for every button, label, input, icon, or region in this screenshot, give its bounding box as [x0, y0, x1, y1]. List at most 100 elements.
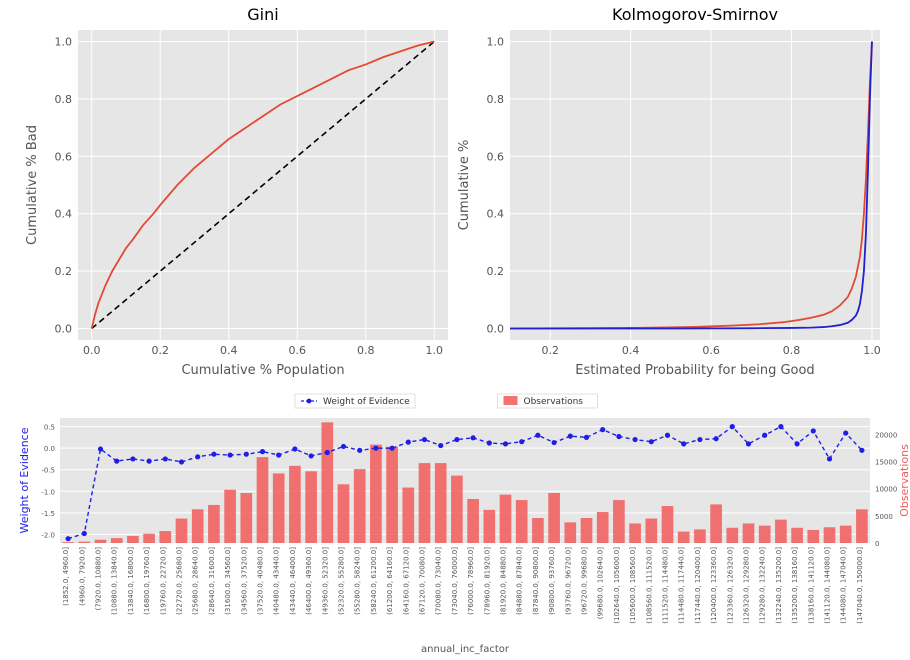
woe-marker — [195, 454, 200, 459]
woe-marker — [211, 452, 216, 457]
obs-bar — [807, 530, 819, 543]
ks-xtick: 1.0 — [863, 344, 881, 357]
woe-category-label: (1852.0, 4960.0] — [62, 547, 70, 606]
ks-xtick: 0.4 — [622, 344, 640, 357]
obs-bar — [759, 526, 771, 543]
woe-category-label: (120400.0, 123360.0] — [710, 547, 718, 624]
woe-marker — [292, 446, 297, 451]
woe-category-label: (90800.0, 93760.0] — [548, 547, 556, 615]
woe-category-label: (84880.0, 87840.0] — [516, 547, 524, 615]
woe-ytick: -1.0 — [41, 488, 55, 496]
ks-ytick: 0.6 — [487, 150, 505, 163]
woe-category-label: (138160.0, 141120.0] — [807, 547, 815, 624]
woe-marker — [163, 456, 168, 461]
obs-bar — [208, 505, 220, 543]
obs-bar — [613, 500, 625, 543]
woe-marker — [373, 446, 378, 451]
obs-bar — [78, 542, 90, 543]
woe-marker — [535, 433, 540, 438]
woe-marker — [503, 441, 508, 446]
gini-ylabel: Cumulative % Bad — [25, 125, 40, 245]
ks-ytick: 0.8 — [487, 93, 505, 106]
woe-category-label: (67120.0, 70080.0] — [419, 547, 427, 615]
woe-marker — [438, 443, 443, 448]
obs-bar — [95, 540, 107, 543]
obs-bar — [791, 528, 803, 543]
woe-category-label: (40480.0, 43440.0] — [273, 547, 281, 615]
obs-bar — [159, 531, 171, 543]
obs-bar — [192, 509, 204, 543]
gini-title: Gini — [247, 5, 278, 24]
obs-bar — [678, 532, 690, 543]
woe-marker — [778, 424, 783, 429]
woe-category-label: (73040.0, 76000.0] — [451, 547, 459, 615]
woe-category-label: (108560.0, 111520.0] — [645, 547, 653, 624]
obs-bar — [710, 504, 722, 543]
woe-marker — [746, 441, 751, 446]
woe-marker — [357, 448, 362, 453]
woe-marker — [843, 430, 848, 435]
obs-bar — [111, 538, 123, 543]
obs-bar — [176, 519, 188, 543]
woe-category-label: (117440.0, 120400.0] — [694, 547, 702, 624]
obs-bar — [467, 499, 479, 543]
woe-marker — [325, 450, 330, 455]
obs-ytick: 5000 — [875, 513, 893, 521]
woe-marker — [309, 453, 314, 458]
obs-bar — [694, 529, 706, 543]
woe-marker — [276, 452, 281, 457]
woe-marker — [795, 441, 800, 446]
woe-category-label: (111520.0, 114480.0] — [662, 547, 670, 624]
obs-ytick: 15000 — [875, 458, 897, 466]
woe-marker — [633, 437, 638, 442]
woe-ytick: -2.0 — [41, 531, 55, 539]
woe-marker — [260, 449, 265, 454]
woe-marker — [552, 440, 557, 445]
ks-xtick: 0.8 — [783, 344, 801, 357]
woe-category-label: (37520.0, 40480.0] — [257, 547, 265, 615]
woe-ytick: -1.5 — [41, 510, 55, 518]
gini-ytick: 0.8 — [55, 93, 73, 106]
woe-category-label: (64160.0, 67120.0] — [402, 547, 410, 615]
gini-xtick: 0.4 — [220, 344, 238, 357]
woe-category-label: (141120.0, 144080.0] — [824, 547, 832, 624]
obs-ytick: 0 — [875, 540, 879, 548]
obs-bar — [645, 519, 657, 543]
woe-category-label: (55280.0, 58240.0] — [354, 547, 362, 615]
obs-bar — [726, 528, 738, 543]
obs-bar — [321, 422, 333, 543]
woe-category-label: (132240.0, 135200.0] — [775, 547, 783, 624]
woe-marker — [600, 427, 605, 432]
ks-ylabel: Cumulative % — [457, 140, 472, 231]
woe-marker — [179, 459, 184, 464]
woe-left-ylabel: Weight of Evidence — [18, 427, 31, 533]
woe-category-label: (78960.0, 81920.0] — [483, 547, 491, 615]
obs-bar — [402, 488, 414, 543]
woe-marker — [454, 437, 459, 442]
woe-category-label: (93760.0, 96720.0] — [564, 547, 572, 615]
obs-bar — [532, 518, 544, 543]
woe-marker — [568, 434, 573, 439]
obs-bar — [224, 490, 236, 543]
ks-xtick: 0.2 — [541, 344, 559, 357]
woe-category-label: (46400.0, 49360.0] — [305, 547, 313, 615]
woe-category-label: (34560.0, 37520.0] — [240, 547, 248, 615]
woe-category-label: (61200.0, 64160.0] — [386, 547, 394, 615]
ks-ytick: 1.0 — [487, 35, 505, 48]
woe-category-label: (123360.0, 126320.0] — [726, 547, 734, 624]
gini-xtick: 0.0 — [83, 344, 101, 357]
woe-category-label: (70080.0, 73040.0] — [435, 547, 443, 615]
woe-marker — [98, 446, 103, 451]
obs-bar — [548, 493, 560, 543]
obs-bar — [775, 520, 787, 543]
ks-xlabel: Estimated Probability for being Good — [575, 363, 814, 378]
woe-marker — [697, 437, 702, 442]
obs-bar — [273, 473, 285, 543]
woe-marker — [681, 441, 686, 446]
woe-category-label: (76000.0, 78960.0] — [467, 547, 475, 615]
legend-obs-text: Observations — [524, 397, 584, 407]
woe-marker — [341, 444, 346, 449]
ks-ytick: 0.4 — [487, 208, 505, 221]
woe-marker — [487, 440, 492, 445]
woe-marker — [66, 536, 71, 541]
